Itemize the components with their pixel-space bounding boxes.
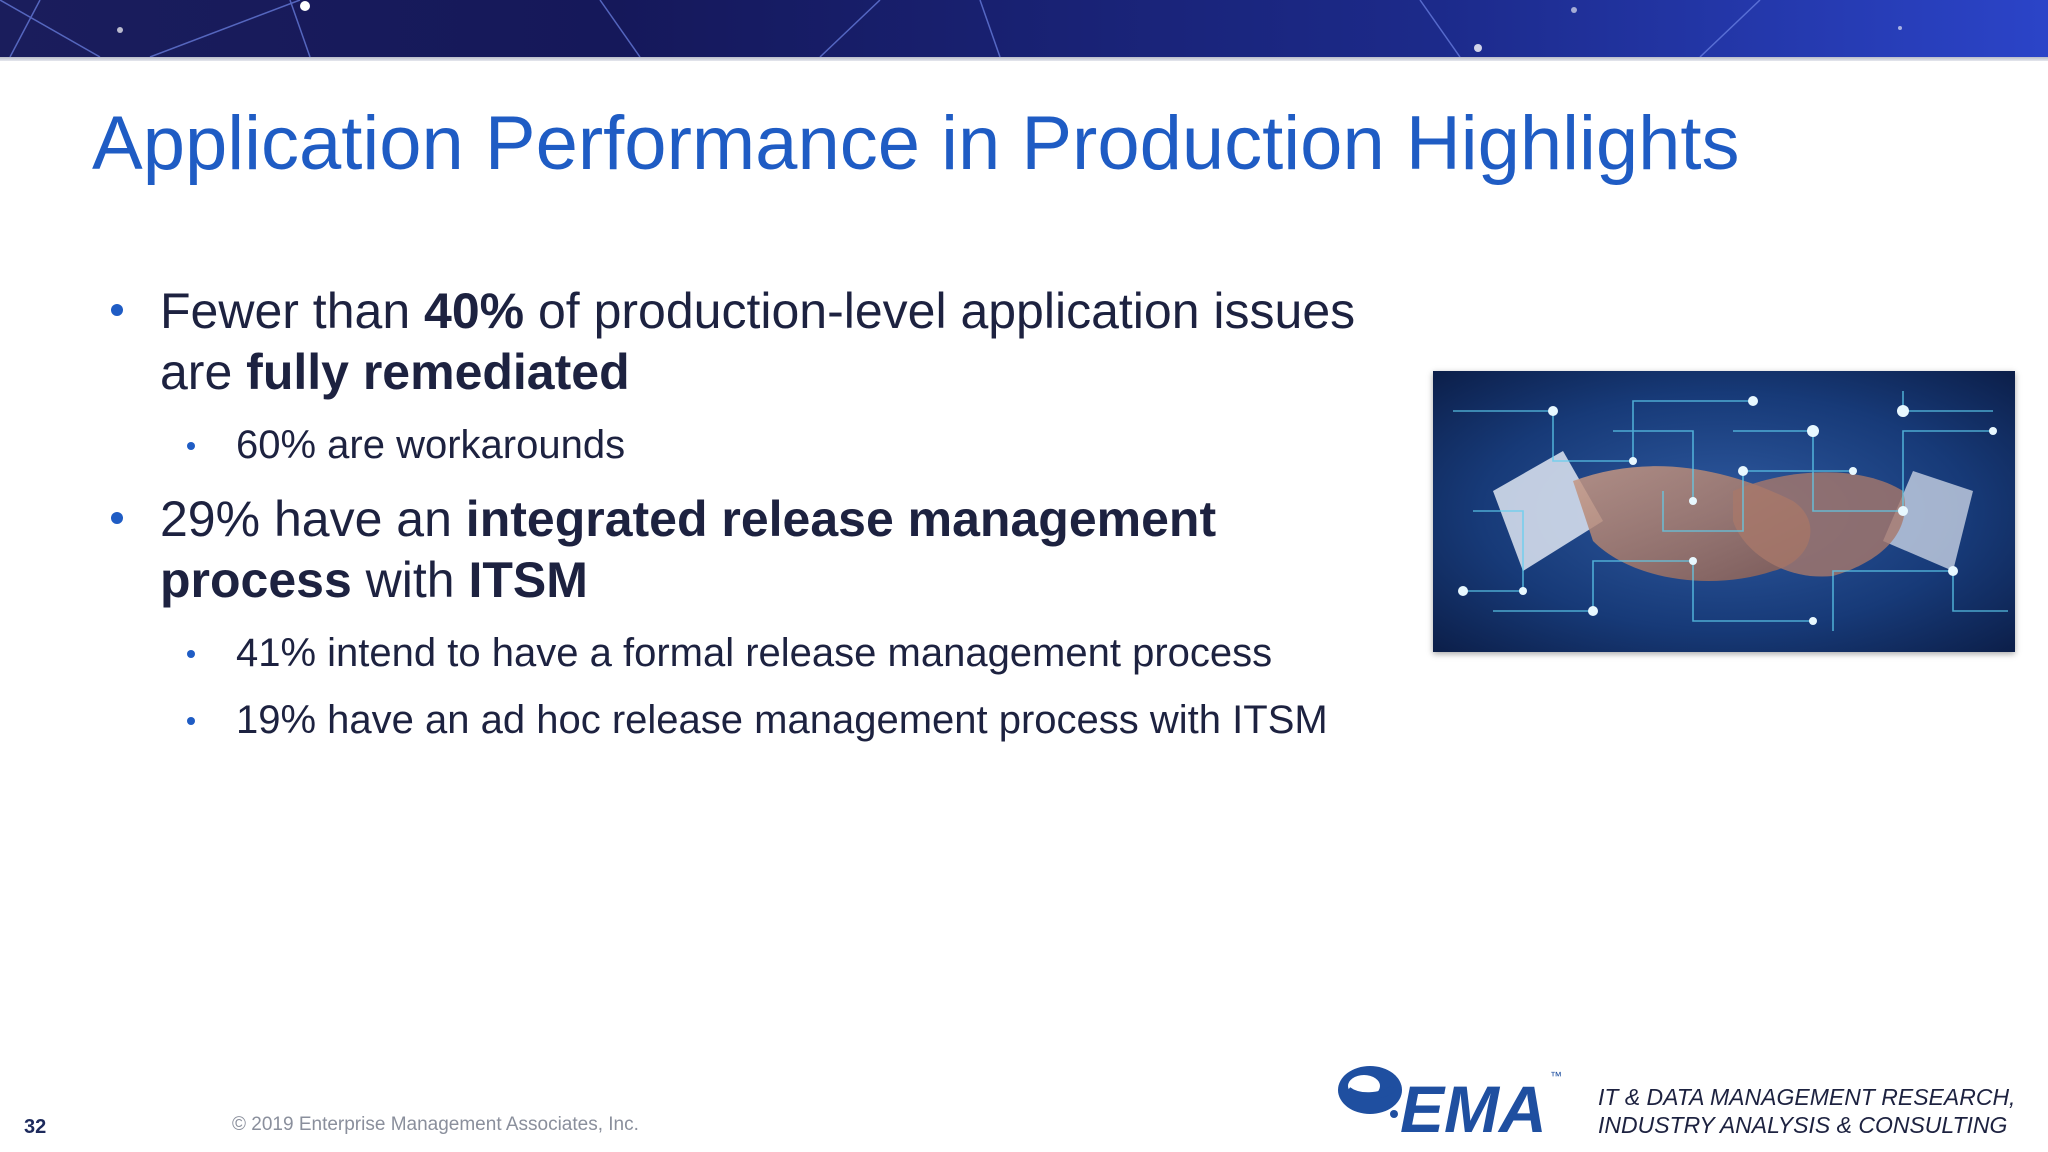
bullet-bold-text: 40% — [424, 283, 525, 339]
tagline-line-2: INDUSTRY ANALYSIS & CONSULTING — [1598, 1112, 2008, 1138]
slide-title: Application Performance in Production Hi… — [92, 101, 1740, 186]
sub-bullet-dot — [187, 650, 195, 658]
bullet-2-line-1: 29% have an integrated release managemen… — [160, 488, 1216, 550]
bullet-text: 29% have an — [160, 491, 466, 547]
sub-bullet-2-1: 41% intend to have a formal release mana… — [236, 631, 1273, 675]
bullet-text: with — [351, 552, 469, 608]
bullet-dot — [111, 512, 123, 524]
tagline-line-1: IT & DATA MANAGEMENT RESEARCH, — [1598, 1084, 2016, 1110]
top-banner — [0, 0, 2048, 57]
bullet-bold-text: fully remediated — [246, 344, 630, 400]
logo-trademark: ™ — [1550, 1069, 1562, 1083]
logo-text: EMA — [1400, 1072, 1547, 1138]
bullet-bold-text: process — [160, 552, 352, 608]
bullet-text: of production-level application issues — [524, 283, 1356, 339]
bullet-1-line-2: are fully remediated — [160, 341, 630, 403]
page-number: 32 — [24, 1116, 47, 1138]
sub-bullet-dot — [187, 442, 195, 450]
bullet-bold-text: integrated release management — [465, 491, 1217, 547]
sub-bullet-2-2: 19% have an ad hoc release management pr… — [236, 698, 1328, 742]
network-pattern-decoration — [0, 0, 1902, 57]
bullet-dot — [111, 304, 123, 316]
sub-bullet-dot — [187, 717, 195, 725]
bullet-text: are — [160, 344, 247, 400]
bullet-1-line-1: Fewer than 40% of production-level appli… — [160, 280, 1355, 342]
copyright-notice: © 2019 Enterprise Management Associates,… — [232, 1114, 639, 1135]
handshake-network-image — [1433, 371, 2015, 652]
bullet-2-line-2: process with ITSM — [160, 549, 588, 611]
sub-bullet-1-1: 60% are workarounds — [236, 423, 626, 467]
ema-logo: EMA ™ — [1334, 1058, 1564, 1146]
bullet-bold-text: ITSM — [468, 552, 588, 608]
company-tagline: IT & DATA MANAGEMENT RESEARCH, INDUSTRY … — [1598, 1083, 2015, 1139]
bullet-text: Fewer than — [160, 283, 425, 339]
banner-divider — [0, 57, 2048, 61]
